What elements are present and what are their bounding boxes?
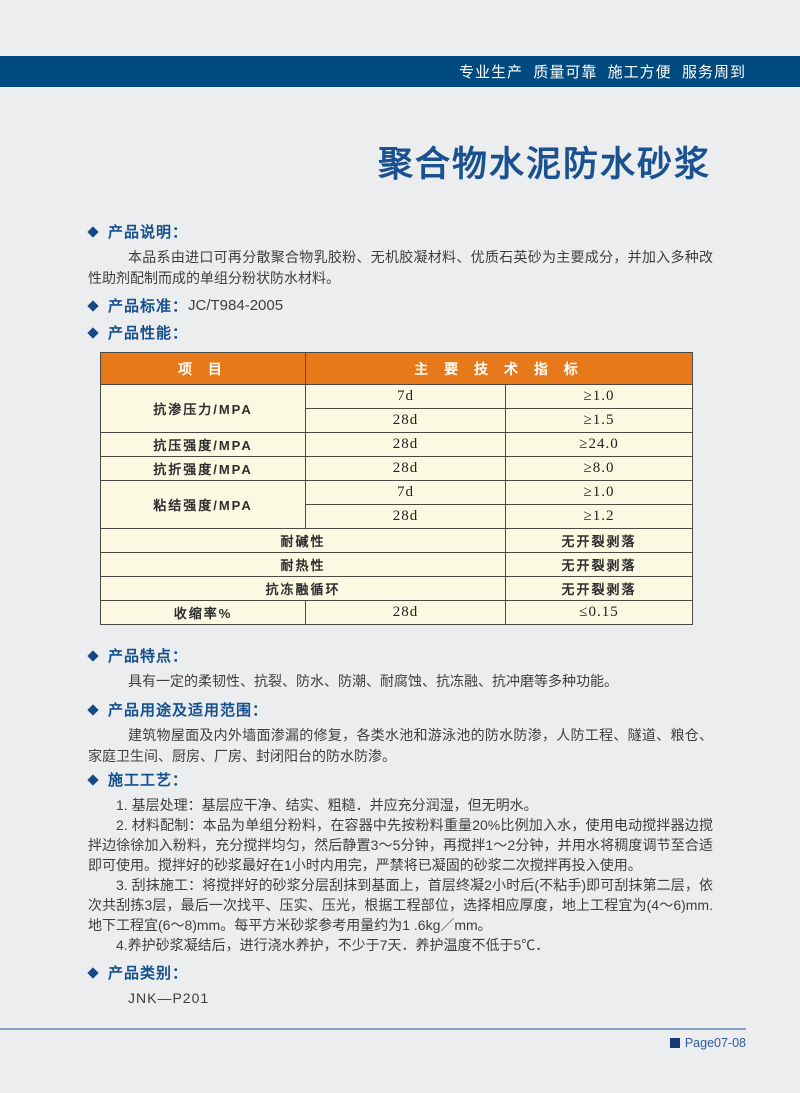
description-body: 本品系由进口可再分散聚合物乳胶粉、无机胶凝材料、优质石英砂为主要成分，并加入多种… — [88, 249, 713, 286]
section-usage-title: 产品用途及适用范围： — [108, 702, 269, 719]
section-standard: 产品标准： JC/T984-2005 — [87, 295, 713, 316]
table-cell-value: ≥1.0 — [504, 384, 694, 409]
footer-divider — [0, 1028, 746, 1030]
section-features: 产品特点： 具有一定的柔韧性、抗裂、防水、防潮、耐腐蚀、抗冻融、抗冲磨等多种功能… — [87, 645, 713, 692]
section-process-title: 施工工艺： — [108, 772, 189, 789]
section-process: 施工工艺： 1. 基层处理：基层应干净、结实、粗糙．并应充分润湿，但无明水。 2… — [87, 769, 713, 955]
table-row: 粘结强度/MPA 7d ≥1.0 — [100, 480, 694, 529]
table-cell-value: ≥1.0 — [504, 480, 694, 505]
table-row: 抗折强度/MPA 28d ≥8.0 — [100, 456, 694, 481]
table-cell-value: 无开裂剥落 — [504, 552, 694, 577]
table-row: 耐碱性 无开裂剥落 — [100, 528, 694, 553]
table-cell-age: 7d — [305, 384, 506, 409]
table-cell-item: 耐热性 — [100, 552, 506, 577]
table-row: 抗压强度/MPA 28d ≥24.0 — [100, 432, 694, 457]
table-cell-value: ≤0.15 — [504, 600, 694, 625]
table-cell-value: 无开裂剥落 — [504, 528, 694, 553]
category-value: JNK—P201 — [128, 990, 210, 1006]
section-category: 产品类别： JNK—P201 — [87, 962, 713, 1006]
table-cell-value: ≥1.5 — [504, 408, 694, 433]
usage-body: 建筑物屋面及内外墙面渗漏的修复，各类水池和游泳池的防水防渗，人防工程、隧道、粮仓… — [88, 727, 713, 764]
table-cell-item: 抗冻融循环 — [100, 576, 506, 601]
section-standard-header: 产品标准： JC/T984-2005 — [87, 295, 713, 316]
diamond-bullet-icon — [87, 225, 99, 238]
diamond-bullet-icon — [87, 773, 99, 786]
table-cell-value: ≥1.2 — [504, 504, 694, 529]
process-step: 2. 材料配制：本品为单组分粉料，在容器中先按粉料重量20%比例加入水，使用电动… — [88, 817, 713, 873]
table-cell-value: ≥8.0 — [504, 456, 694, 481]
table-cell-age: 28d — [305, 504, 506, 529]
table-cell-item: 耐碱性 — [100, 528, 506, 553]
process-steps: 1. 基层处理：基层应干净、结实、粗糙．并应充分润湿，但无明水。 2. 材料配制… — [88, 795, 713, 955]
section-process-header: 施工工艺： — [87, 769, 713, 790]
diamond-bullet-icon — [87, 703, 99, 716]
features-body: 具有一定的柔韧性、抗裂、防水、防潮、耐腐蚀、抗冻融、抗冲磨等多种功能。 — [128, 673, 618, 689]
top-slogan-band: 专业生产 质量可靠 施工方便 服务周到 — [0, 56, 800, 87]
table-cell-age: 7d — [305, 480, 506, 505]
page-title: 聚合物水泥防水砂浆 — [377, 145, 711, 184]
section-description-header: 产品说明： — [87, 221, 713, 242]
process-step: 1. 基层处理：基层应干净、结实、粗糙．并应充分润湿，但无明水。 — [116, 797, 538, 813]
section-usage-header: 产品用途及适用范围： — [87, 699, 713, 720]
table-header-spec: 主 要 技 术 指 标 — [304, 352, 694, 385]
section-features-header: 产品特点： — [87, 645, 713, 666]
table-cell-item: 抗渗压力/MPA — [100, 384, 306, 433]
page-number-text: Page07-08 — [684, 1036, 746, 1050]
section-description-title: 产品说明： — [108, 224, 189, 241]
table-cell-value: ≥24.0 — [504, 432, 694, 457]
table-cell-age: 28d — [305, 408, 506, 433]
section-standard-title: 产品标准： — [108, 298, 189, 315]
table-row: 抗冻融循环 无开裂剥落 — [100, 576, 694, 601]
performance-table: 项 目 主 要 技 术 指 标 抗渗压力/MPA 7d ≥1.0 28d ≥1.… — [100, 352, 694, 625]
table-cell-item: 收缩率% — [100, 600, 306, 625]
standard-value: JC/T984-2005 — [188, 297, 284, 314]
section-performance-header: 产品性能： — [87, 322, 713, 343]
section-performance: 产品性能： — [87, 322, 713, 343]
diamond-bullet-icon — [87, 966, 99, 979]
process-step: 4.养护砂浆凝结后，进行浇水养护，不少于7天．养护温度不低于5℃． — [116, 937, 550, 953]
page-marker-square-icon — [669, 1038, 680, 1048]
table-header-row: 项 目 主 要 技 术 指 标 — [100, 352, 694, 385]
table-header-item: 项 目 — [100, 352, 306, 385]
table-cell-item: 抗折强度/MPA — [100, 456, 306, 481]
table-cell-age: 28d — [305, 456, 506, 481]
table-cell-item: 抗压强度/MPA — [100, 432, 306, 457]
table-row: 收缩率% 28d ≤0.15 — [100, 600, 694, 625]
table-cell-item: 粘结强度/MPA — [100, 480, 306, 529]
table-cell-age: 28d — [305, 432, 506, 457]
footer-page-label: Page07-08 — [0, 1036, 746, 1050]
slogan-text: 专业生产 质量可靠 施工方便 服务周到 — [458, 64, 746, 81]
table-cell-value: 无开裂剥落 — [504, 576, 694, 601]
section-features-title: 产品特点： — [108, 648, 189, 665]
diamond-bullet-icon — [87, 299, 99, 312]
section-category-header: 产品类别： — [87, 962, 713, 983]
diamond-bullet-icon — [87, 649, 99, 662]
section-performance-title: 产品性能： — [108, 325, 189, 342]
table-row: 28d ≥1.5 — [101, 408, 694, 433]
table-row: 抗渗压力/MPA 7d ≥1.0 — [100, 384, 694, 433]
diamond-bullet-icon — [87, 326, 99, 339]
process-step: 3. 刮抹施工：将搅拌好的砂浆分层刮抹到基面上，首层终凝2小时后(不粘手)即可刮… — [88, 877, 713, 933]
section-usage: 产品用途及适用范围： 建筑物屋面及内外墙面渗漏的修复，各类水池和游泳池的防水防渗… — [87, 699, 713, 767]
section-category-title: 产品类别： — [108, 965, 189, 982]
table-cell-age: 28d — [305, 600, 506, 625]
section-description: 产品说明： 本品系由进口可再分散聚合物乳胶粉、无机胶凝材料、优质石英砂为主要成分… — [87, 221, 713, 289]
table-row: 耐热性 无开裂剥落 — [100, 552, 694, 577]
